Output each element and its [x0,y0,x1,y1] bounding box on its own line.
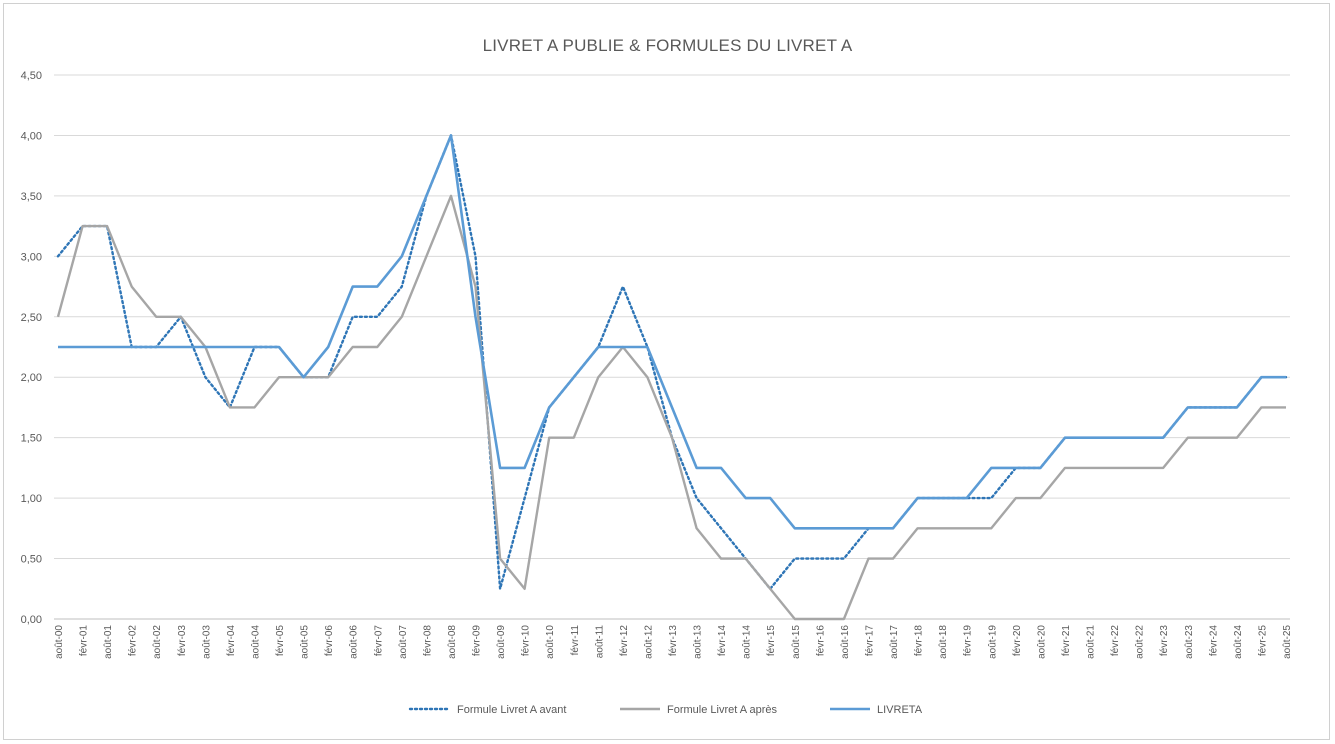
chart-area [3,3,1330,740]
y-tick-label: 0,00 [21,614,42,626]
x-tick-label: août-02 [152,625,163,659]
y-tick-label: 2,00 [21,372,42,384]
x-tick-label: août-06 [349,625,360,659]
y-tick-label: 4,00 [21,130,42,142]
x-tick-label: août-10 [545,625,556,659]
x-tick-label: août-12 [643,625,654,659]
series-line-2 [58,134,1286,530]
x-tick-label: févr-21 [1061,625,1072,657]
series-line-1 [56,194,1286,621]
x-tick-label: août-15 [791,625,802,659]
x-tick-label: févr-20 [1012,625,1023,657]
x-tick-label: août-25 [1282,625,1293,659]
x-tick-label: août-04 [250,625,261,659]
x-tick-label: août-08 [447,625,458,659]
x-tick-label: févr-15 [766,625,777,657]
x-tick-label: août-16 [840,625,851,659]
x-tick-label: août-21 [1086,625,1097,659]
x-tick-label: févr-02 [128,625,139,657]
x-tick-label: févr-16 [815,625,826,657]
x-tick-label: août-07 [398,625,409,659]
legend-label-1: Formule Livret A après [667,704,778,716]
x-tick-label: févr-01 [79,625,90,657]
x-tick-label: févr-13 [668,625,679,657]
y-tick-label: 0,50 [21,554,42,566]
x-tick-label: févr-06 [324,625,335,657]
x-tick-label: août-17 [889,625,900,659]
legend-label-0: Formule Livret A avant [457,704,566,716]
x-tick-label: août-20 [1036,625,1047,659]
x-tick-label: août-01 [103,625,114,659]
y-tick-label: 3,50 [21,191,42,203]
x-tick-label: févr-14 [717,625,728,657]
y-tick-label: 3,00 [21,251,42,263]
x-tick-label: févr-18 [914,625,925,657]
x-tick-label: févr-10 [521,625,532,657]
series-line-0 [56,134,1288,590]
y-tick-label: 2,50 [21,312,42,324]
x-tick-label: août-14 [742,625,753,659]
x-tick-label: févr-03 [177,625,188,657]
x-tick-label: févr-17 [864,625,875,657]
x-tick-label: févr-05 [275,625,286,657]
x-tick-label: août-24 [1233,625,1244,659]
x-tick-label: août-05 [300,625,311,659]
x-tick-label: août-23 [1184,625,1195,659]
x-tick-label: août-18 [938,625,949,659]
y-tick-label: 4,50 [21,70,42,82]
x-tick-label: févr-12 [619,625,630,657]
x-tick-label: févr-08 [422,625,433,657]
x-tick-label: févr-11 [570,625,581,656]
x-tick-label: févr-22 [1110,625,1121,657]
x-tick-label: févr-09 [472,625,483,657]
x-tick-label: août-13 [693,625,704,659]
x-tick-label: août-22 [1135,625,1146,659]
x-tick-label: août-09 [496,625,507,659]
chart-title: LIVRET A PUBLIE & FORMULES DU LIVRET A [482,36,853,55]
x-tick-label: févr-19 [963,625,974,657]
x-tick-label: août-03 [201,625,212,659]
legend-label-2: LIVRETA [877,704,923,716]
x-tick-label: févr-24 [1208,625,1219,657]
y-tick-label: 1,00 [21,493,42,505]
x-tick-label: août-11 [594,625,605,659]
x-tick-label: févr-23 [1159,625,1170,657]
x-tick-label: août-00 [54,625,65,659]
y-tick-label: 1,50 [21,433,42,445]
x-tick-label: août-19 [987,625,998,659]
x-tick-label: févr-07 [373,625,384,657]
x-tick-label: févr-04 [226,625,237,657]
x-tick-label: févr-25 [1257,625,1268,657]
